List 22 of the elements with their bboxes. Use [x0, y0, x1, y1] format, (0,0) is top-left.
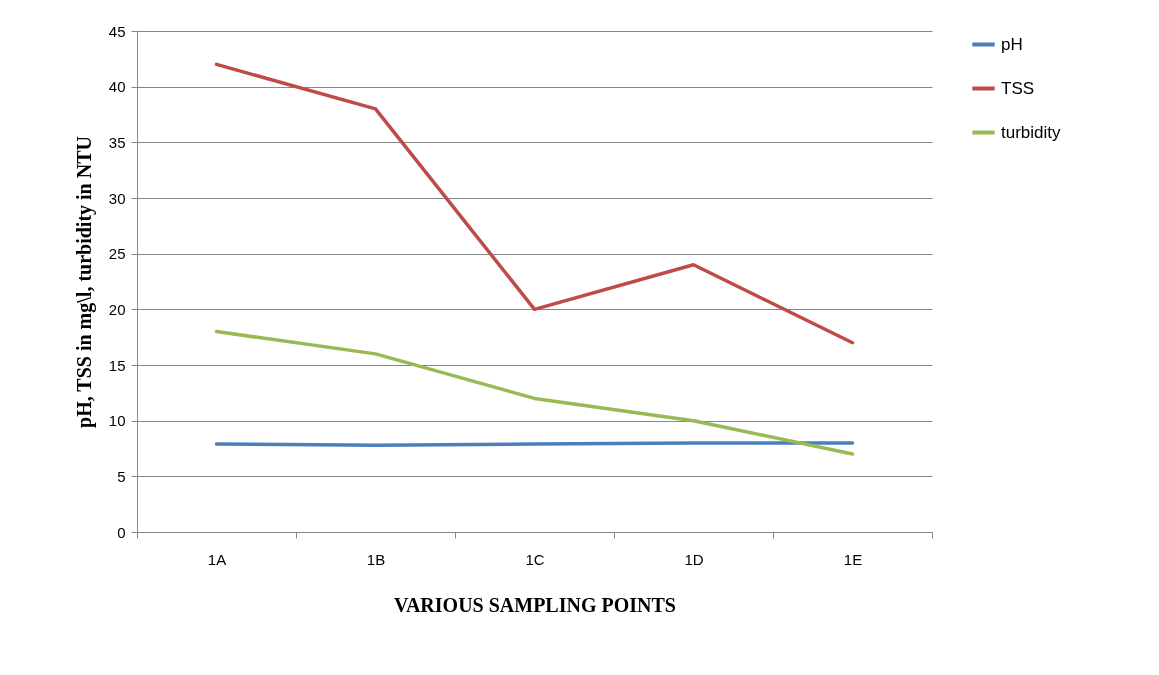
line-series — [214, 329, 855, 456]
x-tick-label: 1C — [525, 550, 545, 568]
x-axis-title: VARIOUS SAMPLING POINTS — [394, 593, 676, 616]
x-tick-label: 1A — [207, 550, 227, 568]
legend-label: pH — [1001, 34, 1023, 54]
x-tick-label: 1E — [843, 550, 863, 568]
x-tick-label: 1D — [684, 550, 704, 568]
y-tick-label: 0 — [117, 523, 126, 541]
y-tick-label: 25 — [108, 245, 126, 263]
y-tick-label: 20 — [108, 300, 126, 318]
legend-label: TSS — [1001, 78, 1035, 98]
y-tick-label: 40 — [108, 78, 126, 96]
y-tick-label: 15 — [108, 356, 126, 374]
y-tick-label: 10 — [108, 412, 126, 430]
y-tick-label: 45 — [108, 22, 126, 40]
y-tick-label: 35 — [108, 133, 126, 151]
y-tick-label: 30 — [108, 189, 126, 207]
line-series — [214, 62, 855, 345]
x-tick-label: 1B — [366, 550, 386, 568]
legend-label: turbidity — [1001, 122, 1062, 142]
y-tick-label: 5 — [117, 467, 126, 485]
y-axis-title: pH, TSS in mg\l, turbidity in NTU — [72, 136, 96, 428]
